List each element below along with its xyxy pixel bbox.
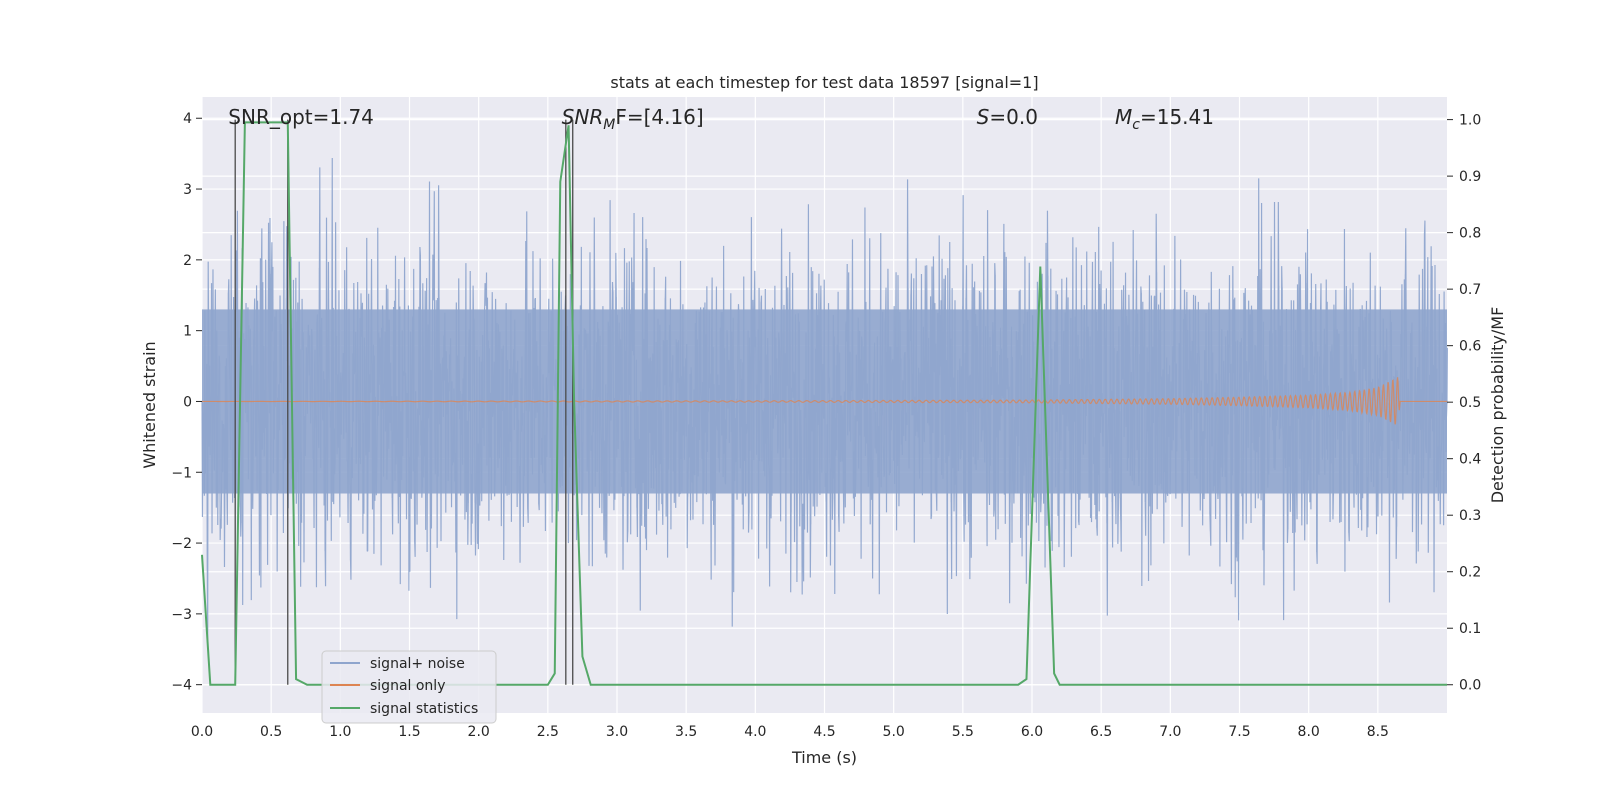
- right-y-axis-ticks: 1.0 0.9 0.8 0.7 0.6 0.5 0.4 0.3 0.2 0.1 0.0: [1447, 113, 1481, 694]
- x-tick-label: 3.0: [606, 724, 628, 740]
- vertical-markers: [234, 119, 574, 685]
- stats-line: [201, 121, 1447, 686]
- x-tick-label: 8.5: [1367, 724, 1389, 740]
- s-value: =0.0: [989, 105, 1038, 129]
- x-tick-label: 3.5: [675, 724, 697, 740]
- x-tick-label: 6.5: [1090, 724, 1112, 740]
- y-axis-label: Whitened strain: [140, 341, 159, 468]
- snr-mf-sub: M: [603, 117, 615, 133]
- legend-label-noise: signal+ noise: [370, 656, 465, 672]
- y-axis-ticks: 4 3 2 1 0 −1 −2 −3 −4: [171, 111, 202, 694]
- mc-value: =15.41: [1140, 105, 1214, 129]
- x-tick-label: 7.0: [1159, 724, 1181, 740]
- y-tick-label: 0: [183, 394, 192, 410]
- signal-line: [202, 377, 1447, 425]
- x-axis-ticks: 0.0 0.5 1.0 1.5 2.0 2.5 3.0 3.5 4.0 4.5 5.0 5.5 6.0 6…: [191, 724, 1389, 740]
- x-tick-label: 1.5: [398, 724, 420, 740]
- x-tick-label: 4.0: [744, 724, 766, 740]
- right-y-tick-label: 0.2: [1459, 565, 1481, 581]
- x-axis-label: Time (s): [791, 748, 857, 767]
- mc-sub: c: [1132, 117, 1140, 133]
- y-tick-label: 4: [183, 111, 192, 127]
- annotation-s: S=0.0: [977, 105, 1038, 129]
- x-tick-label: 1.0: [329, 724, 351, 740]
- right-y-tick-label: 0.9: [1459, 169, 1481, 185]
- right-y-tick-label: 1.0: [1459, 113, 1481, 129]
- x-tick-label: 0.5: [260, 724, 282, 740]
- mc-base: M: [1115, 105, 1132, 129]
- right-y-tick-label: 0.1: [1459, 621, 1481, 637]
- snr-mf-base: SNR: [562, 105, 604, 129]
- x-tick-label: 2.5: [537, 724, 559, 740]
- legend: signal+ noise signal only signal statist…: [321, 650, 497, 724]
- x-tick-label: 4.5: [813, 724, 835, 740]
- right-y-tick-label: 0.5: [1459, 395, 1481, 411]
- right-y-tick-label: 0.7: [1459, 282, 1481, 298]
- x-tick-label: 8.0: [1298, 724, 1320, 740]
- chart-title: stats at each timestep for test data 185…: [610, 73, 1038, 92]
- annotation-snr-opt: SNR_opt=1.74: [228, 105, 374, 129]
- annotation-snr-mf: SNRMF=[4.16]: [562, 105, 704, 133]
- signal-series: [202, 377, 1447, 425]
- right-y-tick-label: 0.0: [1459, 678, 1481, 694]
- x-tick-label: 6.0: [1021, 724, 1043, 740]
- y-tick-label: −1: [171, 465, 192, 481]
- right-y-tick-label: 0.4: [1459, 452, 1481, 468]
- legend-label-stats: signal statistics: [370, 701, 478, 717]
- stats-series: [201, 121, 1447, 686]
- x-tick-label: 0.0: [191, 724, 213, 740]
- x-tick-label: 2.0: [468, 724, 490, 740]
- legend-box: [321, 650, 497, 724]
- s-label: S: [977, 105, 990, 129]
- right-y-tick-label: 0.3: [1459, 508, 1481, 524]
- y-tick-label: 3: [183, 182, 192, 198]
- snr-mf-rest: F=[4.16]: [615, 105, 703, 129]
- y-tick-label: −2: [171, 536, 192, 552]
- x-tick-label: 5.5: [952, 724, 974, 740]
- y-tick-label: 1: [183, 324, 192, 340]
- y-tick-label: 2: [183, 253, 192, 269]
- right-y-tick-label: 0.8: [1459, 226, 1481, 242]
- y-tick-label: −3: [171, 607, 192, 623]
- x-tick-label: 5.0: [883, 724, 905, 740]
- legend-label-signal: signal only: [370, 678, 445, 694]
- right-y-tick-label: 0.6: [1459, 339, 1481, 355]
- y-tick-label: −4: [171, 678, 192, 694]
- right-y-axis-label: Detection probability/MF: [1488, 307, 1507, 504]
- x-tick-label: 7.5: [1228, 724, 1250, 740]
- annotation-mc: Mc=15.41: [1115, 105, 1214, 133]
